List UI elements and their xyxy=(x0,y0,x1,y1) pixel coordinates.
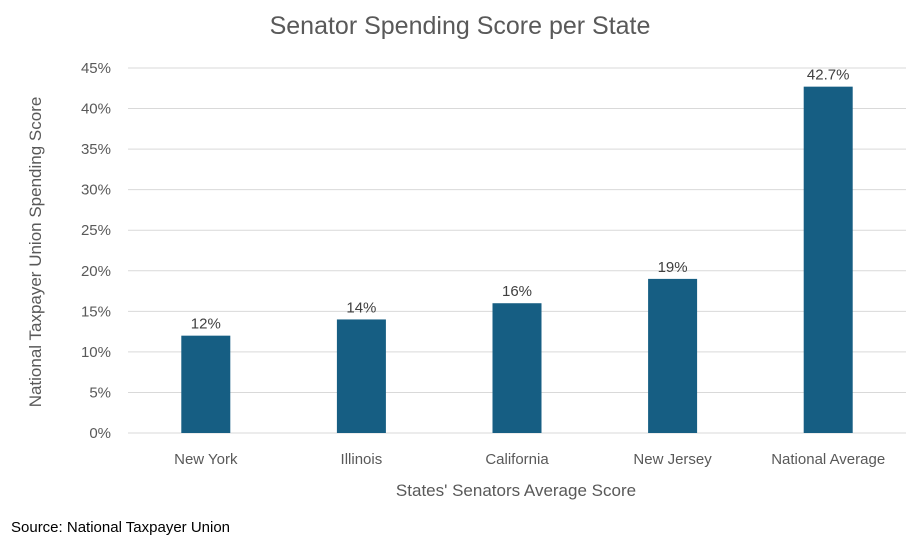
x-tick-label: New York xyxy=(174,451,238,468)
x-axis-title: States' Senators Average Score xyxy=(396,481,636,500)
data-label: 16% xyxy=(502,283,532,300)
y-tick-label: 40% xyxy=(81,101,111,118)
x-tick-label: National Average xyxy=(771,451,885,468)
x-tick-label: New Jersey xyxy=(633,451,712,468)
bars xyxy=(181,86,853,434)
y-tick-label: 20% xyxy=(81,263,111,280)
x-axis-ticks: New York Illinois California New Jersey Nati… xyxy=(174,451,885,468)
y-axis-ticks: 0% 5% 10% 15% 20% 25% 30% 35% 40% 45% xyxy=(81,60,111,442)
bar xyxy=(181,335,231,433)
bar xyxy=(492,303,542,433)
x-tick-label: Illinois xyxy=(341,451,383,468)
y-tick-label: 25% xyxy=(81,222,111,239)
y-tick-label: 30% xyxy=(81,182,111,199)
data-label: 14% xyxy=(346,299,376,316)
y-tick-label: 15% xyxy=(81,303,111,320)
bar xyxy=(648,278,698,433)
x-tick-label: California xyxy=(485,451,549,468)
data-label: 19% xyxy=(658,259,688,276)
chart-title: Senator Spending Score per State xyxy=(270,12,651,40)
y-tick-label: 10% xyxy=(81,344,111,361)
bar xyxy=(803,86,853,434)
source-note: Source: National Taxpayer Union xyxy=(11,519,231,536)
bar xyxy=(336,319,386,433)
y-axis-title: National Taxpayer Union Spending Score xyxy=(26,97,45,408)
y-tick-label: 35% xyxy=(81,141,111,158)
y-tick-label: 5% xyxy=(89,384,111,401)
data-label: 42.7% xyxy=(807,67,850,84)
data-label: 12% xyxy=(191,316,221,333)
y-tick-label: 45% xyxy=(81,60,111,77)
data-labels: 12% 14% 16% 19% 42.7% xyxy=(191,67,850,333)
gridlines xyxy=(128,67,906,434)
y-tick-label: 0% xyxy=(89,425,111,442)
